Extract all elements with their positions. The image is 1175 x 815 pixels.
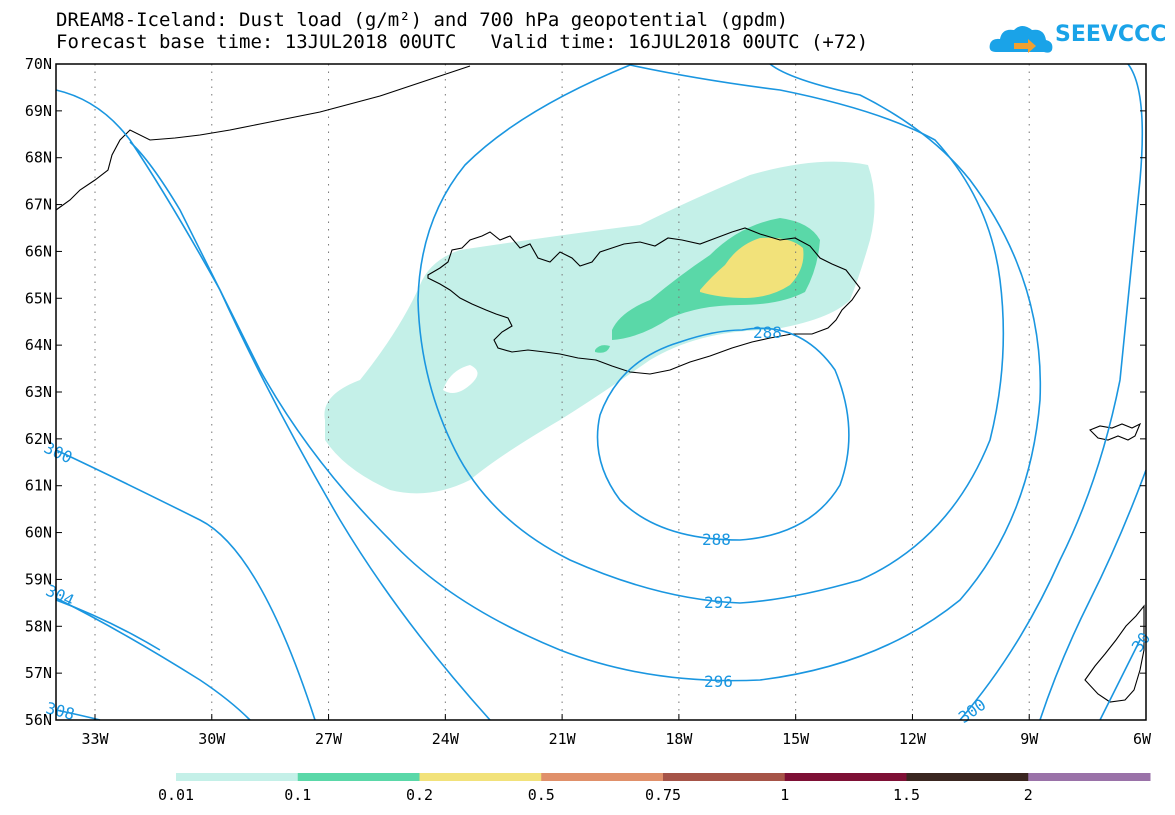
colorbar-label-2: 2 [1023, 786, 1033, 804]
lat-label-65N: 65N [25, 289, 52, 307]
lon-label-9W: 9W [1020, 730, 1039, 748]
lat-label-62N: 62N [25, 430, 52, 448]
latitude-labels: 70N 69N 68N 67N 66N 65N 64N 63N 62N 61N 60N 59N 58N 5… [25, 55, 1146, 729]
lon-label-21W: 21W [549, 730, 577, 748]
cloud-logo-icon [989, 26, 1053, 53]
longitude-labels: 33W 30W 27W 24W 21W 18W 15W 12W 9W 6W [81, 714, 1152, 748]
lat-label-69N: 69N [25, 102, 52, 120]
colorbar-label-0.01: 0.01 [157, 786, 195, 804]
contour-288-inner [596, 327, 850, 541]
map-title-line2: Forecast base time: 13JUL2018 00UTC Vali… [56, 31, 869, 53]
lat-label-58N: 58N [25, 617, 52, 635]
colorbar [176, 773, 1151, 781]
colorbar-label-0.75: 0.75 [644, 786, 682, 804]
colorbar-swatch-7 [1028, 773, 1151, 781]
contour-308 [55, 597, 1141, 721]
lat-label-56N: 56N [25, 711, 52, 729]
lon-label-6W: 6W [1133, 730, 1152, 748]
lat-label-59N: 59N [25, 570, 52, 588]
colorbar-label-1.5: 1.5 [892, 786, 921, 804]
contour-300 [55, 63, 1144, 721]
colorbar-swatch-1 [297, 773, 420, 781]
lat-label-60N: 60N [25, 524, 52, 542]
lat-label-67N: 67N [25, 196, 52, 214]
lon-label-30W: 30W [198, 730, 226, 748]
lon-label-27W: 27W [315, 730, 343, 748]
colorbar-label-0.5: 0.5 [527, 786, 555, 804]
lat-label-70N: 70N [25, 55, 52, 73]
map-title-line1: DREAM8-Iceland: Dust load (g/m²) and 700… [56, 9, 789, 31]
contour-label-300-right: 300 [955, 695, 990, 727]
logo-text: SEEVCCC [1055, 22, 1167, 47]
iceland-coastline [427, 227, 861, 375]
colorbar-swatch-3 [541, 773, 664, 781]
contour-label-292: 292 [704, 593, 733, 612]
lat-label-68N: 68N [25, 149, 52, 167]
geopotential-contours [55, 63, 1147, 721]
contour-292 [417, 64, 1005, 604]
coastlines [55, 65, 1145, 703]
lat-label-63N: 63N [25, 383, 52, 401]
contour-label-288: 288 [702, 530, 731, 549]
contour-296 [129, 63, 1042, 682]
colorbar-swatch-5 [784, 773, 907, 781]
dust-load-shading [324, 161, 875, 494]
lon-label-12W: 12W [899, 730, 927, 748]
contour-label-30-edge: 30 [1128, 629, 1155, 656]
lon-label-33W: 33W [81, 730, 109, 748]
contour-304 [55, 449, 1147, 721]
colorbar-swatch-4 [663, 773, 786, 781]
greenland-coastline [55, 65, 471, 211]
lat-label-61N: 61N [25, 477, 52, 495]
colorbar-label-0.1: 0.1 [284, 786, 312, 804]
colorbar-label-0.2: 0.2 [405, 786, 434, 804]
colorbar-swatch-2 [419, 773, 542, 781]
lat-label-57N: 57N [25, 664, 52, 682]
scotland-coastline [1084, 604, 1145, 703]
dust-area-0.01 [324, 161, 875, 494]
lat-label-64N: 64N [25, 336, 52, 354]
lon-label-18W: 18W [665, 730, 693, 748]
lat-label-66N: 66N [25, 242, 52, 260]
lon-label-24W: 24W [432, 730, 460, 748]
norway-coastline-north [1089, 422, 1142, 441]
colorbar-label-1: 1 [780, 786, 790, 804]
contour-label-296: 296 [704, 672, 733, 691]
dust-area-0.2 [700, 237, 804, 298]
lon-label-15W: 15W [782, 730, 810, 748]
colorbar-swatch-0 [176, 773, 299, 781]
colorbar-swatch-6 [906, 773, 1029, 781]
contour-label-288-top: 288 [753, 323, 782, 342]
